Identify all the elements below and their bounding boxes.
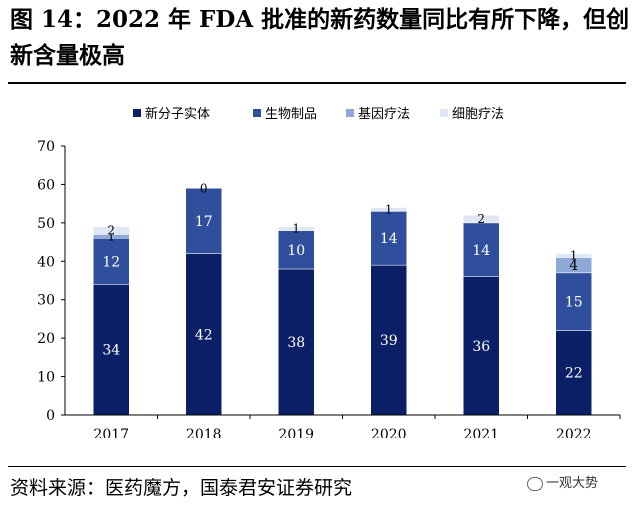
x-tick-label: 2018 xyxy=(186,427,222,438)
data-label: 0 xyxy=(200,181,208,195)
footer-divider xyxy=(8,466,626,467)
data-label: 12 xyxy=(102,254,120,270)
legend-swatch-3 xyxy=(440,109,448,117)
data-label: 39 xyxy=(380,333,398,349)
bar-segment-3 xyxy=(555,253,592,258)
data-label: 34 xyxy=(102,343,120,359)
watermark: 一观大势 xyxy=(527,472,598,491)
data-label: 42 xyxy=(195,327,213,343)
data-label: 1 xyxy=(107,229,115,243)
bar-segment-3 xyxy=(278,226,315,231)
legend-swatch-1 xyxy=(253,109,261,117)
chart-legend: 新分子实体 生物制品 基因疗法 细胞疗法 xyxy=(133,106,504,122)
data-label: 22 xyxy=(565,366,583,382)
bar-segment-3 xyxy=(93,226,130,235)
x-tick-label: 2019 xyxy=(278,427,314,438)
wechat-icon xyxy=(527,476,543,491)
data-label: 14 xyxy=(472,243,490,259)
legend-swatch-0 xyxy=(133,109,141,117)
bar-segment-0 xyxy=(93,284,130,416)
bar-segment-1 xyxy=(555,272,592,331)
y-tick-label: 20 xyxy=(37,331,55,347)
y-tick-label: 10 xyxy=(37,370,55,386)
x-axis: 2017 2018 2019 2020 2021 2022 xyxy=(65,414,621,438)
x-tick-label: 2021 xyxy=(463,427,499,438)
y-tick-label: 70 xyxy=(37,139,55,155)
data-label: 38 xyxy=(287,335,305,351)
y-tick-label: 0 xyxy=(46,408,55,424)
bar-segment-0 xyxy=(370,264,407,416)
data-label: 10 xyxy=(287,243,305,259)
x-tick-label: 2020 xyxy=(371,427,407,438)
bar-segment-0 xyxy=(463,276,500,416)
bar-segment-1 xyxy=(93,237,130,285)
bar-segment-0 xyxy=(555,330,592,416)
data-label: 2 xyxy=(477,212,485,226)
legend-label-2: 基因疗法 xyxy=(358,107,410,122)
bar-segment-3 xyxy=(463,214,500,224)
legend-label-1: 生物制品 xyxy=(265,107,317,122)
y-tick-label: 30 xyxy=(37,293,55,309)
bar-segment-1 xyxy=(278,230,315,270)
source-note: 资料来源：医药魔方，国泰君安证券研究 xyxy=(10,477,353,499)
data-label: 4 xyxy=(569,258,578,274)
bar-segment-0 xyxy=(185,253,222,416)
y-axis: 0 10 20 30 40 50 60 70 xyxy=(37,139,66,424)
page-title: 图 14：2022 年 FDA 批准的新药数量同比有所下降，但创新含量极高 xyxy=(10,6,630,69)
legend-label-0: 新分子实体 xyxy=(145,106,210,122)
legend-swatch-2 xyxy=(346,109,354,117)
legend-label-3: 细胞疗法 xyxy=(452,107,504,122)
data-label: 36 xyxy=(472,339,490,355)
data-label: 15 xyxy=(565,295,583,311)
data-label: 17 xyxy=(195,214,213,230)
x-tick-label: 2022 xyxy=(556,427,592,438)
bar-segment-3 xyxy=(370,207,407,212)
bar-segment-1 xyxy=(463,222,500,277)
bar-segment-1 xyxy=(185,188,222,254)
watermark-text: 一观大势 xyxy=(546,476,599,491)
y-tick-label: 40 xyxy=(37,254,55,270)
data-label: 1 xyxy=(570,249,578,263)
x-tick-label: 2017 xyxy=(93,427,129,438)
data-label: 1 xyxy=(385,202,393,216)
bar-segment-1 xyxy=(370,211,407,266)
bar-segment-0 xyxy=(278,268,315,416)
data-label: 1 xyxy=(292,222,300,236)
data-label: 14 xyxy=(380,231,398,247)
y-tick-label: 50 xyxy=(37,216,55,232)
title-divider xyxy=(8,82,626,84)
y-tick-label: 60 xyxy=(37,177,55,193)
data-label: 2 xyxy=(107,224,115,238)
